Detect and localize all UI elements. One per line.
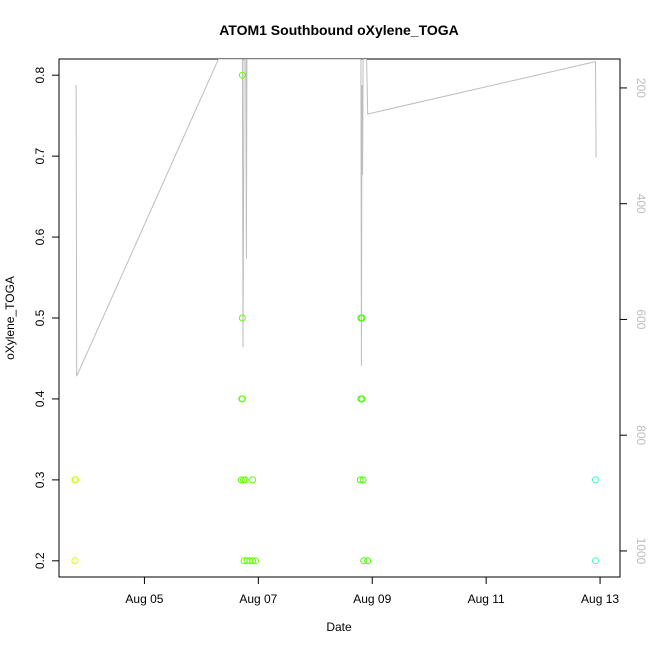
data-point: [360, 557, 368, 565]
y-axis-label: oXylene_TOGA: [3, 276, 17, 360]
data-point: [71, 557, 79, 565]
plot-frame: [58, 58, 621, 578]
data-point: [252, 557, 259, 565]
y2-tick-label: 600: [634, 309, 648, 329]
x-axis-label: Date: [326, 620, 352, 634]
y-tick-label: 0.2: [33, 552, 47, 569]
y2-axis: 200 400 600 800 1000: [619, 78, 648, 565]
data-point: [238, 71, 246, 79]
secondary-line-layer: [75, 59, 597, 377]
data-point: [72, 476, 79, 484]
data-point: [356, 476, 364, 484]
data-point: [358, 314, 366, 322]
x-axis: Aug 05 Aug 07 Aug 09 Aug 11 Aug 13: [125, 576, 619, 606]
data-point: [249, 476, 257, 484]
y-tick-label: 0.5: [33, 309, 47, 326]
data-point: [358, 395, 366, 403]
x-tick-label: Aug 09: [353, 592, 391, 606]
data-point: [237, 476, 245, 484]
points-layer: [71, 71, 599, 565]
y2-tick-label: 200: [634, 78, 648, 98]
y2-tick-label: 1000: [634, 538, 648, 565]
x-tick-label: Aug 11: [468, 592, 505, 606]
data-point: [241, 476, 249, 484]
y-tick-label: 0.8: [33, 67, 47, 84]
data-point: [592, 476, 599, 484]
data-point: [364, 557, 372, 565]
data-point: [238, 395, 246, 403]
chart-title: ATOM1 Southbound oXylene_TOGA: [219, 22, 459, 38]
data-point: [592, 557, 599, 565]
y-tick-label: 0.7: [33, 147, 47, 164]
x-tick-label: Aug 13: [581, 592, 619, 606]
y2-tick-label: 400: [634, 194, 648, 214]
data-point: [249, 557, 257, 565]
y-tick-label: 0.3: [33, 471, 47, 488]
y-tick-label: 0.6: [33, 228, 47, 245]
data-point: [359, 476, 367, 484]
y-axis: 0.2 0.3 0.4 0.5 0.6 0.7 0.8: [33, 67, 60, 569]
secondary-series-line: [75, 59, 597, 377]
y2-tick-label: 800: [634, 425, 648, 445]
x-tick-label: Aug 07: [239, 592, 277, 606]
x-tick-label: Aug 05: [125, 592, 163, 606]
data-point: [238, 314, 246, 322]
y-tick-label: 0.4: [33, 390, 47, 407]
